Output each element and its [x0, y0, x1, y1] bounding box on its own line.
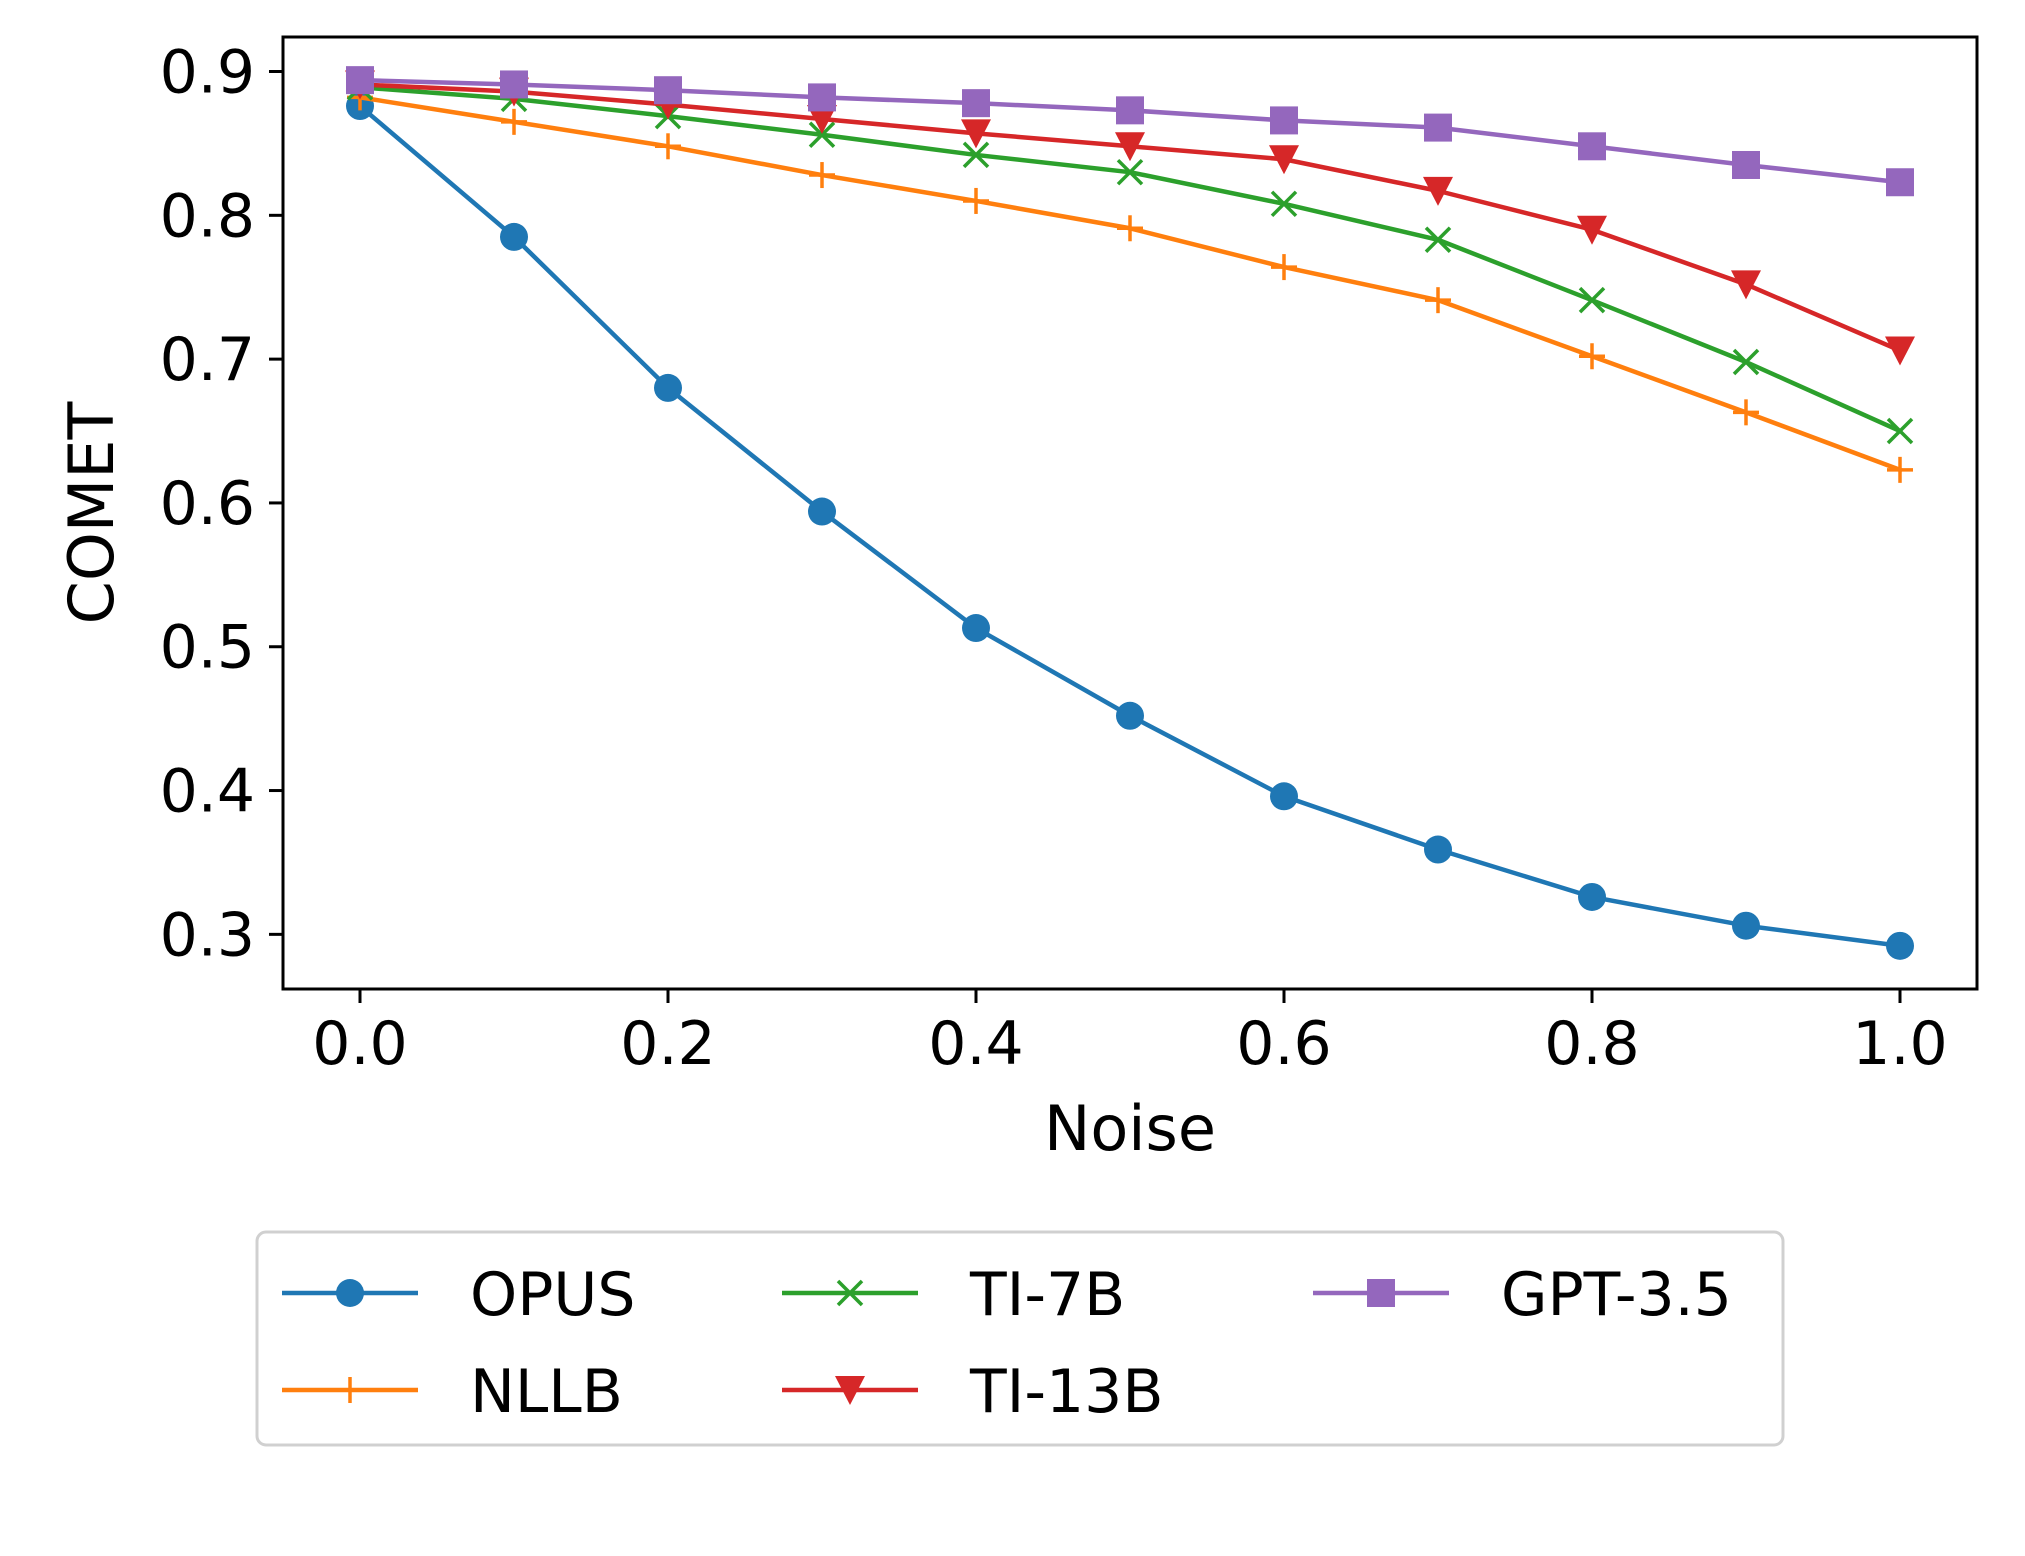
- data-point: [1424, 835, 1452, 864]
- x-axis-label: Noise: [1044, 1092, 1216, 1165]
- data-point: [1578, 882, 1606, 911]
- data-point: [809, 162, 835, 189]
- y-tick-label: 0.7: [160, 325, 255, 395]
- x-tick-label: 0.2: [620, 1009, 715, 1079]
- data-point: [1885, 336, 1915, 366]
- data-point: [1116, 701, 1144, 730]
- legend-marker: [336, 1279, 364, 1307]
- legend-marker: [1367, 1279, 1395, 1307]
- data-point: [1270, 782, 1298, 811]
- legend-marker: [337, 1377, 363, 1403]
- legend-item-ti-7b: TI-7B: [782, 1260, 1125, 1330]
- plot-series: [345, 66, 1915, 960]
- series-gpt-3-5: [346, 66, 1914, 197]
- data-point: [1423, 176, 1453, 206]
- data-point: [1732, 150, 1760, 179]
- x-tick-label: 0.8: [1544, 1009, 1639, 1079]
- data-point: [1425, 287, 1451, 314]
- data-point: [654, 76, 682, 105]
- data-point: [1424, 113, 1452, 142]
- data-point: [1270, 106, 1298, 135]
- data-point: [500, 222, 528, 251]
- data-point: [808, 497, 836, 526]
- data-point: [1579, 343, 1605, 370]
- data-point: [1732, 911, 1760, 940]
- data-point: [962, 614, 990, 643]
- legend-label: GPT-3.5: [1501, 1260, 1732, 1330]
- legend-item-gpt-3-5: GPT-3.5: [1313, 1260, 1732, 1330]
- data-point: [961, 119, 991, 149]
- legend-marker: [835, 1376, 865, 1405]
- data-point: [1886, 931, 1914, 960]
- data-point: [1117, 215, 1143, 242]
- data-point: [1578, 132, 1606, 161]
- legend-item-opus: OPUS: [282, 1260, 635, 1330]
- data-point: [1886, 417, 1914, 445]
- legend-marker: [836, 1279, 864, 1307]
- y-tick-label: 0.3: [160, 900, 255, 970]
- legend-item-nllb: NLLB: [282, 1357, 623, 1427]
- y-axis-ticks: 0.3 0.4 0.5 0.6 0.7 0.8 0.9: [160, 38, 283, 970]
- data-point: [654, 373, 682, 402]
- data-point: [1269, 145, 1299, 175]
- legend-label: OPUS: [470, 1260, 635, 1330]
- data-point: [807, 104, 837, 134]
- legend-label: TI-7B: [969, 1260, 1125, 1330]
- x-tick-label: 1.0: [1852, 1009, 1947, 1079]
- data-point: [962, 89, 990, 118]
- y-tick-label: 0.9: [160, 38, 255, 108]
- data-point: [1732, 348, 1760, 376]
- data-point: [1116, 96, 1144, 125]
- legend-label: NLLB: [470, 1357, 623, 1427]
- y-tick-label: 0.8: [160, 181, 255, 251]
- data-point: [500, 70, 528, 99]
- data-point: [1887, 456, 1913, 483]
- series-opus: [346, 92, 1914, 960]
- data-point: [346, 66, 374, 95]
- y-axis-label: COMET: [55, 401, 128, 625]
- data-point: [963, 187, 989, 214]
- y-tick-label: 0.5: [160, 613, 255, 683]
- y-tick-label: 0.6: [160, 469, 255, 539]
- data-point: [1886, 168, 1914, 197]
- data-point: [1424, 226, 1452, 254]
- data-point: [501, 108, 527, 135]
- series-line: [357, 77, 1903, 185]
- data-point: [808, 83, 836, 112]
- data-point: [1115, 132, 1145, 162]
- y-tick-label: 0.4: [160, 757, 255, 827]
- data-point: [1733, 399, 1759, 426]
- series-nllb: [347, 84, 1913, 483]
- data-point: [1578, 286, 1606, 314]
- data-point: [808, 121, 836, 149]
- axes-frame: [281, 35, 1979, 991]
- x-tick-label: 0.4: [928, 1009, 1023, 1079]
- legend-frame: [255, 1230, 1785, 1447]
- data-point: [1270, 190, 1298, 218]
- data-point: [962, 141, 990, 169]
- data-point: [1271, 254, 1297, 281]
- data-point: [1731, 270, 1761, 300]
- legend-item-ti-13b: TI-13B: [782, 1357, 1164, 1427]
- data-point: [655, 133, 681, 160]
- data-point: [1577, 215, 1607, 245]
- x-tick-label: 0.0: [312, 1009, 407, 1079]
- legend-label: TI-13B: [969, 1357, 1164, 1427]
- data-point: [1116, 158, 1144, 186]
- x-tick-label: 0.6: [1236, 1009, 1331, 1079]
- x-axis-ticks: 0.0 0.2 0.4 0.6 0.8 1.0: [312, 989, 1948, 1079]
- legend: OPUS NLLB TI-7B TI-13B GPT-3.5: [255, 1230, 1785, 1447]
